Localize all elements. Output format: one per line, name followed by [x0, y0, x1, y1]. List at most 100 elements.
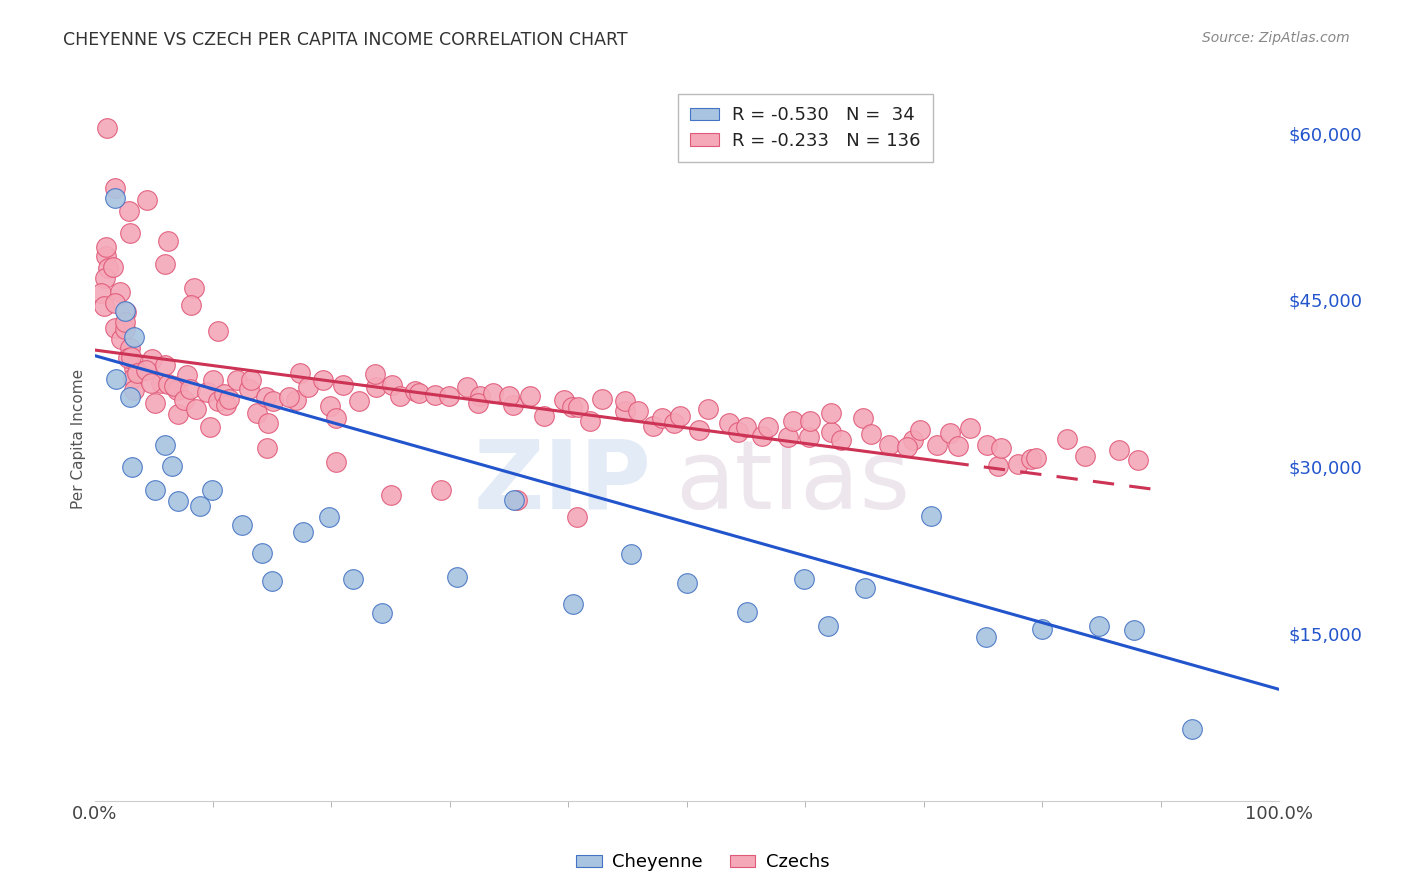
Point [157, 377, 180, 392]
Point [1031, 623, 1053, 637]
Point [325, 411, 347, 425]
Point [553, 393, 575, 408]
Point [388, 389, 411, 403]
Point [676, 575, 699, 590]
Point [793, 572, 815, 586]
Point [231, 518, 253, 533]
Point [201, 373, 224, 387]
Point [853, 581, 876, 595]
Point [799, 414, 821, 428]
Point [292, 524, 315, 539]
Point [197, 385, 219, 400]
Point [797, 430, 820, 444]
Point [94, 271, 117, 285]
Point [364, 379, 387, 393]
Point [238, 382, 260, 396]
Point [166, 383, 188, 397]
Point [156, 234, 179, 248]
Point [110, 332, 132, 346]
Point [502, 493, 524, 508]
Point [186, 402, 208, 417]
Point [820, 425, 842, 439]
Point [153, 358, 176, 372]
Point [437, 389, 460, 403]
Point [114, 315, 136, 329]
Point [297, 380, 319, 394]
Point [110, 285, 132, 300]
Point [381, 378, 404, 392]
Point [325, 455, 347, 469]
Point [318, 510, 340, 524]
Point [718, 416, 741, 430]
Point [820, 406, 842, 420]
Point [122, 361, 145, 376]
Point [519, 389, 541, 403]
Point [1181, 722, 1204, 736]
Point [817, 619, 839, 633]
Point [103, 191, 125, 205]
Point [830, 433, 852, 447]
Point [651, 411, 673, 425]
Point [246, 406, 269, 420]
Point [948, 439, 970, 453]
Point [145, 396, 167, 410]
Point [561, 597, 583, 611]
Point [173, 393, 195, 408]
Point [332, 377, 354, 392]
Point [1087, 618, 1109, 632]
Point [860, 426, 883, 441]
Point [342, 572, 364, 586]
Point [620, 547, 643, 561]
Point [669, 409, 692, 423]
Point [467, 396, 489, 410]
Point [254, 390, 277, 404]
Point [446, 570, 468, 584]
Point [96, 240, 118, 254]
Point [903, 433, 925, 447]
Point [104, 181, 127, 195]
Point [179, 382, 201, 396]
Text: ZIP: ZIP [474, 436, 651, 529]
Point [207, 324, 229, 338]
Point [939, 426, 962, 441]
Point [290, 366, 312, 380]
Point [153, 257, 176, 271]
Text: atlas: atlas [675, 436, 910, 529]
Point [105, 372, 128, 386]
Point [162, 459, 184, 474]
Point [93, 299, 115, 313]
Point [262, 394, 284, 409]
Point [782, 415, 804, 429]
Point [1123, 623, 1146, 637]
Point [121, 460, 143, 475]
Point [125, 366, 148, 380]
Point [118, 390, 141, 404]
Point [896, 440, 918, 454]
Point [101, 260, 124, 274]
Point [176, 368, 198, 382]
Point [1108, 442, 1130, 457]
Point [756, 419, 779, 434]
Point [240, 373, 263, 387]
Y-axis label: Per Capita Income: Per Capita Income [72, 369, 86, 509]
Point [143, 483, 166, 498]
Point [139, 376, 162, 390]
Point [104, 295, 127, 310]
Point [614, 394, 637, 409]
Point [1126, 453, 1149, 467]
Point [312, 373, 335, 387]
Point [502, 398, 524, 412]
Point [987, 458, 1010, 473]
Point [643, 419, 665, 434]
Point [613, 404, 636, 418]
Point [470, 389, 492, 403]
Point [118, 341, 141, 355]
Point [852, 411, 875, 425]
Point [662, 416, 685, 430]
Point [96, 121, 118, 136]
Point [735, 605, 758, 619]
Point [920, 508, 942, 523]
Point [207, 393, 229, 408]
Point [347, 393, 370, 408]
Point [727, 425, 749, 439]
